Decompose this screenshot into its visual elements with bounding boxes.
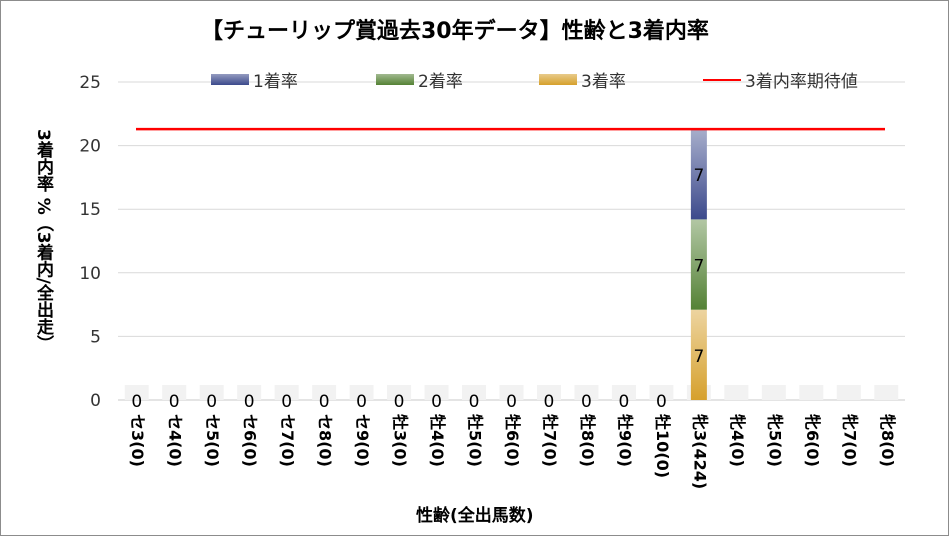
data-label: 7 — [693, 166, 704, 186]
legend-label-3rd: 3着率 — [581, 72, 626, 92]
bar-placeholder — [874, 385, 899, 400]
x-tick-label: セ5(0) — [203, 414, 222, 467]
bar-placeholder — [574, 385, 599, 400]
bar-1st — [690, 129, 707, 220]
x-tick-label: 牡9(0) — [615, 414, 634, 467]
bar-placeholder — [799, 385, 824, 400]
x-tick-label: 牡3(0) — [391, 414, 410, 467]
data-label-zero: 0 — [244, 392, 255, 412]
bar-placeholder — [761, 385, 786, 400]
data-label-zero: 0 — [206, 392, 217, 412]
x-tick-label: セ4(0) — [166, 414, 185, 467]
data-label-zero: 0 — [506, 392, 517, 412]
bar-placeholder — [349, 385, 374, 400]
legend-item-1st: 1着率 — [211, 67, 298, 92]
data-label: 7 — [693, 347, 704, 367]
chart-title: 【チューリップ賞過去30年データ】性齢と3着内率 — [201, 19, 709, 44]
x-tick-label: 牝7(0) — [840, 414, 859, 467]
bar-placeholder — [611, 385, 636, 400]
data-label-zero: 0 — [656, 392, 667, 412]
bar-placeholder — [387, 385, 412, 400]
data-label-zero: 0 — [431, 392, 442, 412]
bar-placeholder — [199, 385, 224, 400]
data-label-zero: 0 — [356, 392, 367, 412]
x-tick-label: 牝5(0) — [765, 414, 784, 467]
x-tick-label: セ7(0) — [278, 414, 297, 467]
bar-placeholder — [312, 385, 337, 400]
data-label-zero: 0 — [169, 392, 180, 412]
x-tick-label: 牡8(0) — [578, 414, 597, 467]
data-label-zero: 0 — [469, 392, 480, 412]
legend-label-expected: 3着内率期待値 — [745, 72, 858, 92]
bar-placeholder — [499, 385, 524, 400]
y-tick-label: 0 — [90, 391, 101, 411]
data-label-zero: 0 — [131, 392, 142, 412]
bar-3rd — [690, 309, 707, 400]
bar-placeholder — [649, 385, 674, 400]
x-tick-label: 牡7(0) — [540, 414, 559, 467]
legend-swatch-2nd — [376, 74, 414, 85]
x-tick-label: 牡4(0) — [428, 414, 447, 467]
data-label-zero: 0 — [394, 392, 405, 412]
x-tick-label: セ8(0) — [316, 414, 335, 467]
legend-label-2nd: 2着率 — [418, 72, 463, 92]
y-tick-label: 20 — [79, 137, 101, 157]
bar-placeholder — [462, 385, 487, 400]
x-tick-label: 牝3(424) — [690, 414, 709, 489]
bar-placeholder — [124, 385, 149, 400]
y-tick-label: 25 — [79, 73, 101, 93]
y-tick-label: 10 — [79, 264, 101, 284]
x-tick-label: 牡6(0) — [503, 414, 522, 467]
y-tick-label: 5 — [90, 327, 101, 347]
bar-placeholder — [162, 385, 187, 400]
bars — [124, 129, 899, 400]
legend-item-2nd: 2着率 — [376, 67, 463, 92]
legend-swatch-3rd — [539, 74, 577, 85]
x-axis-ticks: セ3(0) セ4(0) セ5(0) セ6(0) セ7(0) セ8(0) セ9(0) 牡3(0)… — [128, 414, 897, 489]
x-tick-label: セ6(0) — [241, 414, 260, 467]
x-tick-label: 牡5(0) — [466, 414, 485, 467]
x-tick-label: 牡10(0) — [653, 414, 672, 478]
data-label-zero: 0 — [544, 392, 555, 412]
bar-placeholder — [424, 385, 449, 400]
bar-placeholder — [836, 385, 861, 400]
legend-item-3rd: 3着率 — [539, 67, 626, 92]
data-label-zero: 0 — [619, 392, 630, 412]
data-label-zero: 0 — [281, 392, 292, 412]
legend-swatch-expected — [703, 78, 741, 81]
legend-item-expected: 3着内率期待値 — [703, 67, 858, 92]
x-tick-label: セ9(0) — [353, 414, 372, 467]
x-axis-title: 性齢(全出馬数) — [416, 506, 534, 526]
bar-placeholder — [536, 385, 561, 400]
legend-label-1st: 1着率 — [253, 72, 298, 92]
y-axis-title: 3着内率 %（3着内/全出走） — [33, 129, 53, 352]
x-tick-label: 牝4(0) — [728, 414, 747, 467]
bar-placeholder — [237, 385, 262, 400]
legend-swatch-1st — [211, 74, 249, 85]
bar-placeholder — [274, 385, 299, 400]
y-axis-ticks: 0 5 10 15 20 25 — [79, 73, 101, 411]
data-label: 7 — [693, 257, 704, 277]
y-tick-label: 15 — [79, 200, 101, 220]
x-tick-label: 牝8(0) — [878, 414, 897, 467]
x-tick-label: 牝6(0) — [803, 414, 822, 467]
data-label-zero: 0 — [581, 392, 592, 412]
x-tick-label: セ3(0) — [128, 414, 147, 467]
bar-placeholder — [724, 385, 749, 400]
data-label-zero: 0 — [319, 392, 330, 412]
data-labels: 7 7 7 0 0 0 0 0 0 0 0 0 0 0 0 0 0 0 — [131, 166, 704, 412]
bar-2nd — [690, 219, 707, 310]
